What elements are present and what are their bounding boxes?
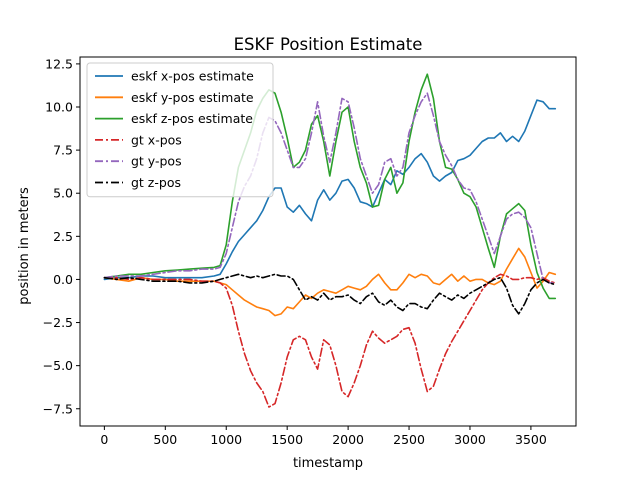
x-tick-label: 1500 xyxy=(271,432,303,447)
y-tick-label: 5.0 xyxy=(53,186,73,201)
series-line-4 xyxy=(103,273,557,408)
y-tick-label: 2.5 xyxy=(53,229,73,244)
x-tick-label: 2500 xyxy=(393,432,425,447)
legend-label: eskf y-pos estimate xyxy=(131,90,254,105)
series-line-3 xyxy=(103,73,557,300)
legend-label: gt z-pos xyxy=(131,175,181,190)
y-axis-label: position in meters xyxy=(17,187,32,305)
series-line-5 xyxy=(103,92,557,284)
x-axis-label: timestamp xyxy=(293,456,363,471)
legend-box xyxy=(86,62,274,198)
series-line-1 xyxy=(103,99,557,281)
y-tick-label: 7.5 xyxy=(53,143,73,158)
legend-label: eskf z-pos estimate xyxy=(131,111,253,126)
plot-area: 0 500 1000 1500 2000 2500 3000 3500 −7.5 −5.0 −2.5… xyxy=(43,56,577,447)
x-tick-label: 1000 xyxy=(210,432,242,447)
x-tick-label: 3500 xyxy=(515,432,547,447)
series-layer xyxy=(103,73,557,408)
y-tick-label: 0.0 xyxy=(53,272,73,287)
y-tick-label: 10.0 xyxy=(45,100,73,115)
plot-frame xyxy=(79,56,577,427)
legend: eskf x-pos estimate eskf y-pos estimate es… xyxy=(86,62,274,198)
legend-label: gt x-pos xyxy=(131,132,182,147)
x-tick-label: 3000 xyxy=(454,432,486,447)
x-tick-label: 0 xyxy=(100,432,108,447)
y-tick-label: −7.5 xyxy=(43,401,73,416)
x-tick-label: 500 xyxy=(153,432,177,447)
chart-title: ESKF Position Estimate xyxy=(234,35,423,54)
y-tick-label: −5.0 xyxy=(43,358,73,373)
y-tick-label: −2.5 xyxy=(43,315,73,330)
series-line-6 xyxy=(103,273,557,315)
legend-label: eskf x-pos estimate xyxy=(131,69,254,84)
x-tick-label: 2000 xyxy=(332,432,364,447)
y-tick-label: 12.5 xyxy=(45,56,73,71)
legend-label: gt y-pos xyxy=(131,154,182,169)
ticks-layer: 0 500 1000 1500 2000 2500 3000 3500 −7.5 −5.0 −2.5… xyxy=(43,56,547,447)
